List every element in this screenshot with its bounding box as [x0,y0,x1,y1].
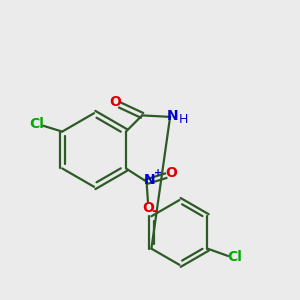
Text: N: N [144,173,155,187]
Text: -: - [152,204,158,218]
Text: +: + [154,168,162,178]
Text: O: O [142,201,154,215]
Text: H: H [179,113,188,126]
Text: Cl: Cl [29,117,44,131]
Text: Cl: Cl [227,250,242,265]
Text: N: N [167,109,178,123]
Text: O: O [165,167,177,180]
Text: O: O [109,94,121,109]
